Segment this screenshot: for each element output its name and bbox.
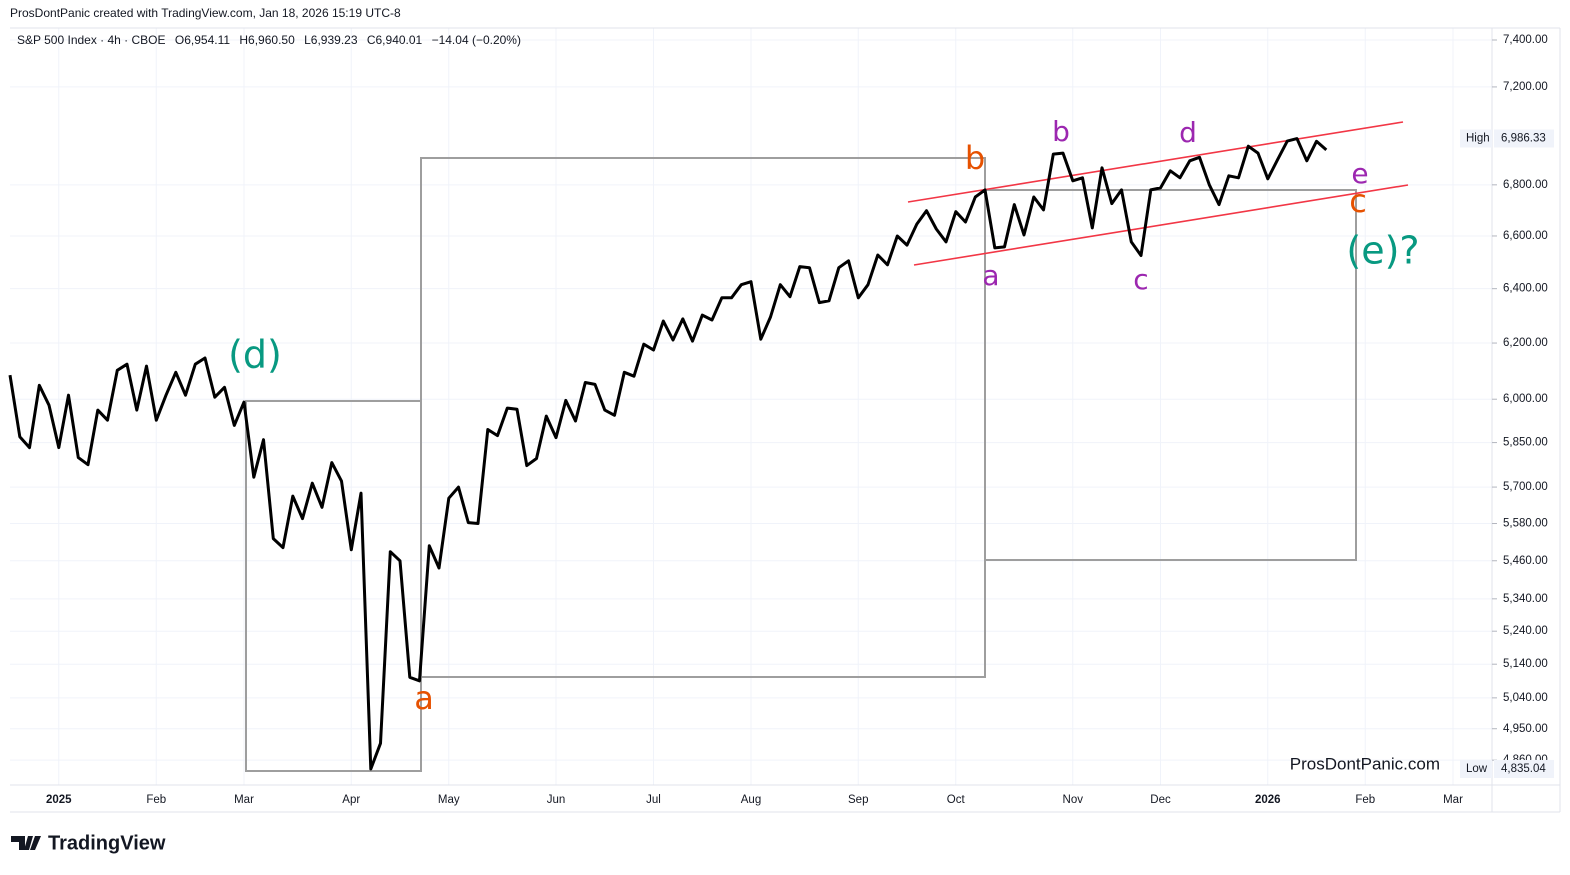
low-badge <box>1460 759 1492 778</box>
wave-label: d <box>1179 116 1197 149</box>
y-tick-label: 6,200.00 <box>1503 337 1548 349</box>
y-tick-label: 5,580.00 <box>1503 518 1548 530</box>
high-value: 6,986.33 <box>1501 133 1546 145</box>
box <box>245 400 422 772</box>
x-tick-label: Jun <box>547 794 566 806</box>
y-tick-label: 6,800.00 <box>1503 179 1548 191</box>
y-tick-label: 6,600.00 <box>1503 230 1548 242</box>
wave-label: a <box>414 679 434 717</box>
y-tick-label: 5,850.00 <box>1503 437 1548 449</box>
x-tick-label: Mar <box>1443 794 1463 806</box>
x-tick-label: 2026 <box>1255 794 1281 806</box>
brand: TradingView <box>48 832 166 854</box>
grid <box>10 28 1492 785</box>
wave-label: c <box>1133 263 1148 296</box>
ohlc: L6,939.23 <box>304 33 358 47</box>
x-tick-label: Sep <box>848 794 868 806</box>
x-tick-label: Apr <box>342 794 360 806</box>
y-tick-label: 6,400.00 <box>1503 283 1548 295</box>
price-line <box>8 137 1328 771</box>
y-tick-label: 6,000.00 <box>1503 393 1548 405</box>
credit: ProsDontPanic created with TradingView.c… <box>10 6 401 20</box>
ohlc: O6,954.11 <box>175 33 230 47</box>
x-tick-label: Aug <box>741 794 761 806</box>
wave-label: b <box>965 139 985 177</box>
x-tick-label: Feb <box>146 794 166 806</box>
low-name: Low <box>1466 763 1488 775</box>
low-value: 4,835.04 <box>1501 763 1546 775</box>
y-tick-label: 5,460.00 <box>1503 555 1548 567</box>
x-tick-label: Feb <box>1355 794 1375 806</box>
x-tick-label: Oct <box>947 794 966 806</box>
ohlc: H6,960.50 <box>239 33 295 47</box>
wave-label: (d) <box>228 333 282 377</box>
boxes <box>245 157 1357 772</box>
low-badge <box>1494 759 1554 778</box>
plot <box>8 137 1328 771</box>
high-name: High <box>1466 133 1490 145</box>
high-badge <box>1494 129 1554 148</box>
x-tick-label: Mar <box>234 794 254 806</box>
y-tick-label: 7,200.00 <box>1503 81 1548 93</box>
y-tick-label: 5,700.00 <box>1503 481 1548 493</box>
high-badge <box>1460 129 1492 148</box>
change: −14.04 (−0.20%) <box>432 33 521 47</box>
y-tick-label: 5,040.00 <box>1503 692 1548 704</box>
y-tick-label: 5,340.00 <box>1503 593 1548 605</box>
x-tick-label: Nov <box>1063 794 1084 806</box>
wave-label: (e)? <box>1346 229 1419 273</box>
wave-label: e <box>1351 157 1368 190</box>
y-tick-label: 5,140.00 <box>1503 658 1548 670</box>
y-tick-label: 5,240.00 <box>1503 625 1548 637</box>
legend: S&P 500 Index · 4h · CBOE O6,954.11 H6,9… <box>17 33 521 47</box>
x-tick-label: Dec <box>1150 794 1171 806</box>
wave-label: a <box>982 259 999 292</box>
x-tick-label: Jul <box>646 794 661 806</box>
watermark: ProsDontPanic.com <box>1290 754 1440 773</box>
wave-labels: (d) a b a b c d e c (e)? <box>228 115 1419 717</box>
brand-logo: TradingView <box>11 832 166 854</box>
x-tick-label: May <box>438 794 460 806</box>
y-tick-label: 7,400.00 <box>1503 34 1548 46</box>
symbol: S&P 500 Index · 4h · CBOE <box>17 33 166 47</box>
ohlc: C6,940.01 <box>367 33 423 47</box>
wave-label: b <box>1052 115 1070 148</box>
box <box>984 189 1357 561</box>
wave-label: c <box>1349 182 1367 220</box>
channel-line <box>913 184 1409 266</box>
x-tick-label: 2025 <box>46 794 72 806</box>
channel-line <box>907 121 1404 203</box>
logo-mark <box>11 836 41 850</box>
y-tick-label: 4,950.00 <box>1503 723 1548 735</box>
